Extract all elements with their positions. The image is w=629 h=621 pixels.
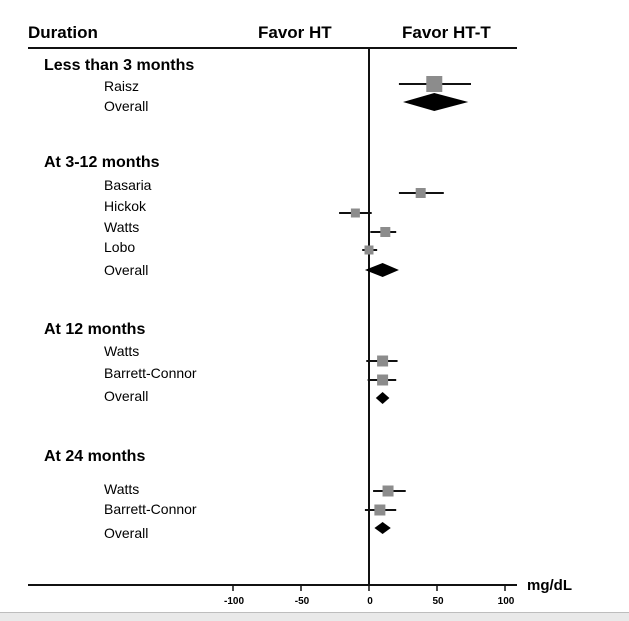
group-title: At 12 months [44, 321, 145, 338]
overall-label: Overall [104, 525, 148, 541]
x-tick-label: 100 [498, 596, 515, 607]
point-estimate-box [377, 374, 389, 386]
group-title: At 24 months [44, 448, 145, 465]
study-label: Raisz [104, 78, 139, 94]
study-label: Hickok [104, 198, 147, 214]
x-axis-unit: mg/dL [527, 577, 572, 594]
x-tick-label: 50 [432, 596, 444, 607]
overall-diamond [364, 263, 399, 277]
point-estimate-box [382, 485, 394, 497]
point-estimate-box [415, 188, 426, 198]
point-estimate-box [380, 227, 391, 237]
study-label: Basaria [104, 177, 152, 193]
point-estimate-box [426, 76, 443, 92]
group-title: At 3-12 months [44, 154, 160, 171]
study-label: Lobo [104, 239, 135, 255]
overall-diamond [375, 392, 390, 404]
overall-label: Overall [104, 262, 148, 278]
overall-label: Overall [104, 98, 148, 114]
header-duration: Duration [28, 23, 98, 42]
study-label: Barrett-Connor [104, 501, 197, 517]
x-tick-label: -100 [224, 596, 244, 607]
overall-diamond [403, 93, 469, 111]
study-label: Watts [104, 481, 139, 497]
point-estimate-box [350, 208, 360, 218]
overall-diamond [374, 522, 391, 534]
header-favor-ht: Favor HT [258, 23, 332, 42]
x-axis-ticks: -100 -50 0 50 100 [224, 585, 515, 607]
x-tick-label: -50 [295, 596, 310, 607]
point-estimate-box [377, 355, 389, 367]
group-title: Less than 3 months [44, 57, 194, 74]
x-tick-label: 0 [367, 596, 373, 607]
overall-label: Overall [104, 388, 148, 404]
header-favor-ht-t: Favor HT-T [402, 23, 491, 42]
point-estimate-box [374, 504, 386, 516]
point-estimate-box [364, 245, 374, 255]
forest-marks [339, 76, 471, 534]
study-label: Watts [104, 343, 139, 359]
study-label: Barrett-Connor [104, 365, 197, 381]
bottom-strip [0, 612, 629, 621]
study-label: Watts [104, 219, 139, 235]
